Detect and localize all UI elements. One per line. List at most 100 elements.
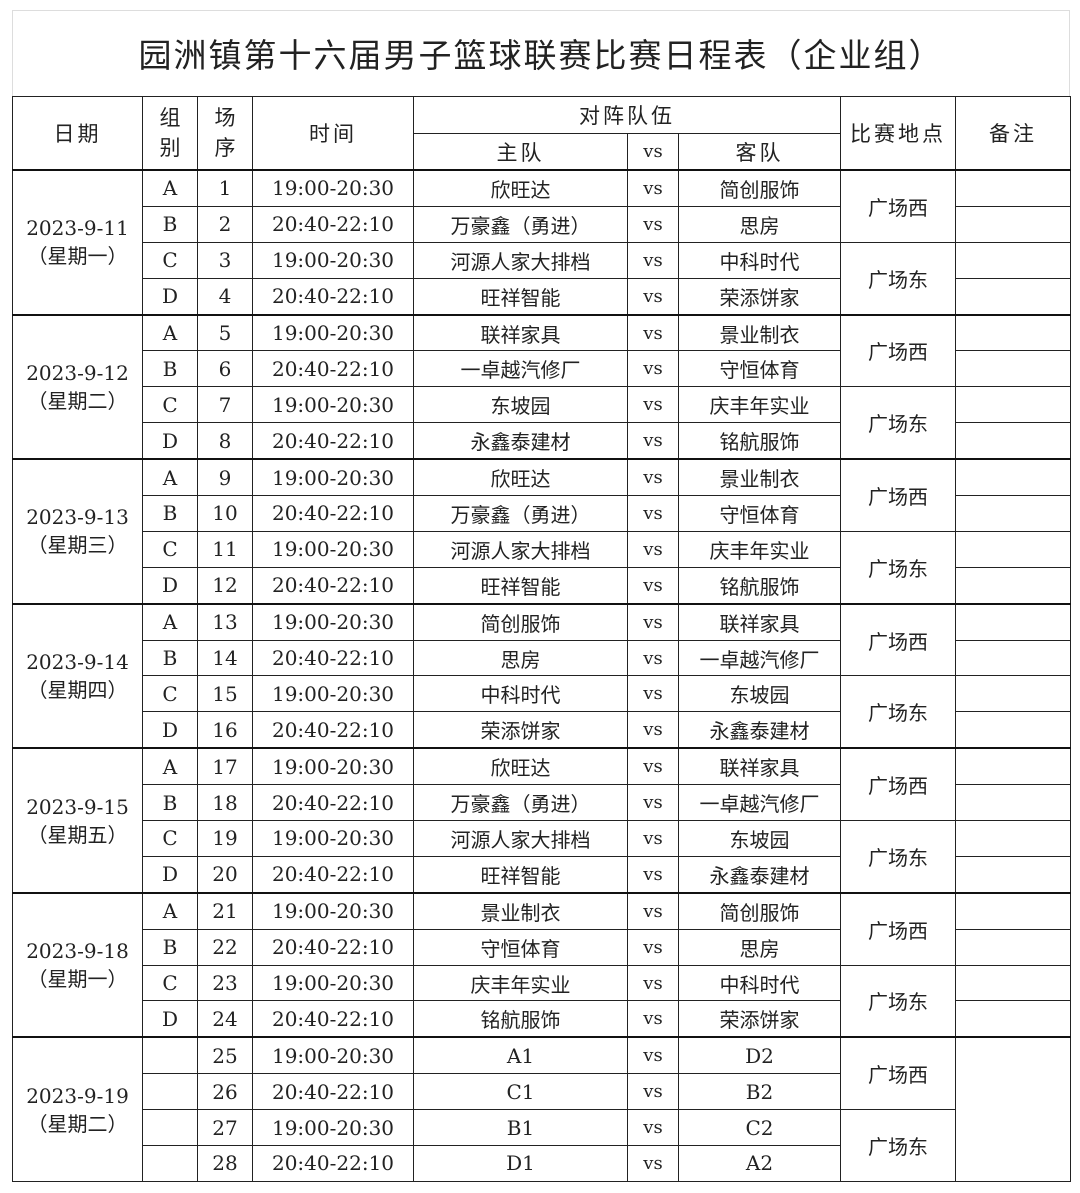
seq-cell: 24 [197,1000,253,1038]
group-cell [142,1145,198,1182]
table-row: 2023-9-19 （星期二） 25 19:00-20:30 A1 vs D2 广场西 [12,1036,1072,1182]
table-row: C 23 19:00-20:30 庆丰年实业 vs 中科时代 广场东 [13,964,1072,1038]
table-row: C 19 19:00-20:30 河源人家大排档 vs 东坡园 广场东 [13,820,1072,894]
time-cell: 20:40-22:10 [252,495,414,532]
time-cell: 19:00-20:30 [252,964,414,1002]
notes-cell [955,205,1072,243]
seq-cell: 25 [197,1036,253,1075]
home-team-cell: 一卓越汽修厂 [413,350,628,388]
notes-cell [955,639,1072,677]
venue-cell: 广场西 [840,747,957,822]
group-cell: A [142,313,198,352]
seq-cell: 28 [197,1145,253,1182]
table-row: D 4 20:40-22:10 旺祥智能 vs 荣添饼家 [13,277,1072,316]
vs-cell: vs [627,784,679,822]
date-cell: 2023-9-18 （星期一） [12,891,143,1038]
notes-cell [955,602,1072,641]
date-text: 2023-9-15 [26,794,129,819]
time-cell: 19:00-20:30 [252,675,414,713]
home-team-cell: A1 [413,1036,628,1075]
group-cell: B [142,928,198,966]
vs-cell: vs [627,1000,679,1038]
vs-cell: vs [627,1036,679,1075]
away-team-cell: B2 [677,1073,842,1111]
seq-cell: 12 [197,566,253,605]
header-group: 组别 [142,96,198,171]
home-team-cell: 万豪鑫（勇进） [413,784,628,822]
notes-cell [955,386,1072,424]
time-cell: 20:40-22:10 [252,784,414,822]
home-team-cell: 河源人家大排档 [413,241,628,279]
vs-cell: vs [627,820,679,857]
time-cell: 20:40-22:10 [252,350,414,388]
notes-cell [955,350,1072,388]
home-team-cell: 景业制衣 [413,891,628,930]
away-team-cell: 守恒体育 [677,495,842,532]
home-team-cell: 思房 [413,639,628,677]
away-team-cell: 东坡园 [677,675,842,713]
group-cell: C [142,241,198,279]
seq-cell: 3 [197,241,253,279]
header-venue: 比赛地点 [840,96,957,171]
notes-cell [955,928,1072,966]
home-team-cell: C1 [413,1073,628,1111]
table-row: 2023-9-14 （星期四） A 13 19:00-20:30 简创服饰 vs 联祥家具 广场… [12,602,1072,749]
venue-cell: 广场西 [840,458,957,532]
header-away: 客队 [677,133,842,171]
away-team-cell: 简创服饰 [677,168,842,207]
group-cell: C [142,675,198,713]
time-cell: 19:00-20:30 [252,313,414,352]
seq-cell: 2 [197,205,253,243]
home-team-cell: 中科时代 [413,675,628,713]
venue-cell: 广场东 [840,675,957,749]
time-cell: 20:40-22:10 [252,855,414,894]
home-team-cell: 旺祥智能 [413,277,628,316]
away-team-cell: 景业制衣 [677,313,842,352]
time-cell: 19:00-20:30 [252,1109,414,1147]
table-row: C 7 19:00-20:30 东坡园 vs 庆丰年实业 广场东 [13,386,1072,460]
table-row: B 2 20:40-22:10 万豪鑫（勇进） vs 思房 [13,205,1072,243]
group-cell: A [142,602,198,641]
venue-cell: 广场西 [840,891,957,966]
group-cell [142,1036,198,1075]
seq-cell: 6 [197,350,253,388]
weekday-text: （星期三） [27,533,128,558]
seq-cell: 26 [197,1073,253,1111]
seq-cell: 5 [197,313,253,352]
date-text: 2023-9-13 [26,505,129,530]
vs-cell: vs [627,168,679,207]
vs-cell: vs [627,495,679,532]
table-row: 26 20:40-22:10 C1 vs B2 [13,1073,1071,1111]
group-cell: B [142,784,198,822]
home-team-cell: 河源人家大排档 [413,820,628,857]
venue-cell: 广场东 [840,964,957,1038]
seq-cell: 20 [197,855,253,894]
away-team-cell: 一卓越汽修厂 [677,639,842,677]
seq-cell: 8 [197,422,253,460]
group-cell: D [142,277,198,316]
date-cell: 2023-9-19 （星期二） [12,1036,143,1182]
notes-cell [955,422,1072,460]
seq-cell: 16 [197,711,253,749]
home-team-cell: D1 [413,1145,628,1182]
notes-cell [955,1000,1072,1038]
venue-cell: 广场东 [840,241,957,316]
vs-cell: vs [627,277,679,316]
vs-cell: vs [627,675,679,713]
time-cell: 20:40-22:10 [252,711,414,749]
table-row: 28 20:40-22:10 D1 vs A2 [13,1145,1071,1182]
header-time: 时间 [252,96,414,171]
vs-cell: vs [627,241,679,279]
date-text: 2023-9-12 [26,360,129,385]
date-cell: 2023-9-11 （星期一） [12,169,143,316]
home-team-cell: 简创服饰 [413,602,628,641]
vs-cell: vs [627,458,679,497]
notes-cell [955,168,1072,207]
time-cell: 19:00-20:30 [252,168,414,207]
weekday-text: （星期二） [27,388,128,413]
away-team-cell: 守恒体育 [677,350,842,388]
weekday-text: （星期一） [27,244,128,269]
time-cell: 19:00-20:30 [252,386,414,424]
header-seq: 场序 [197,96,253,171]
seq-cell: 14 [197,639,253,677]
